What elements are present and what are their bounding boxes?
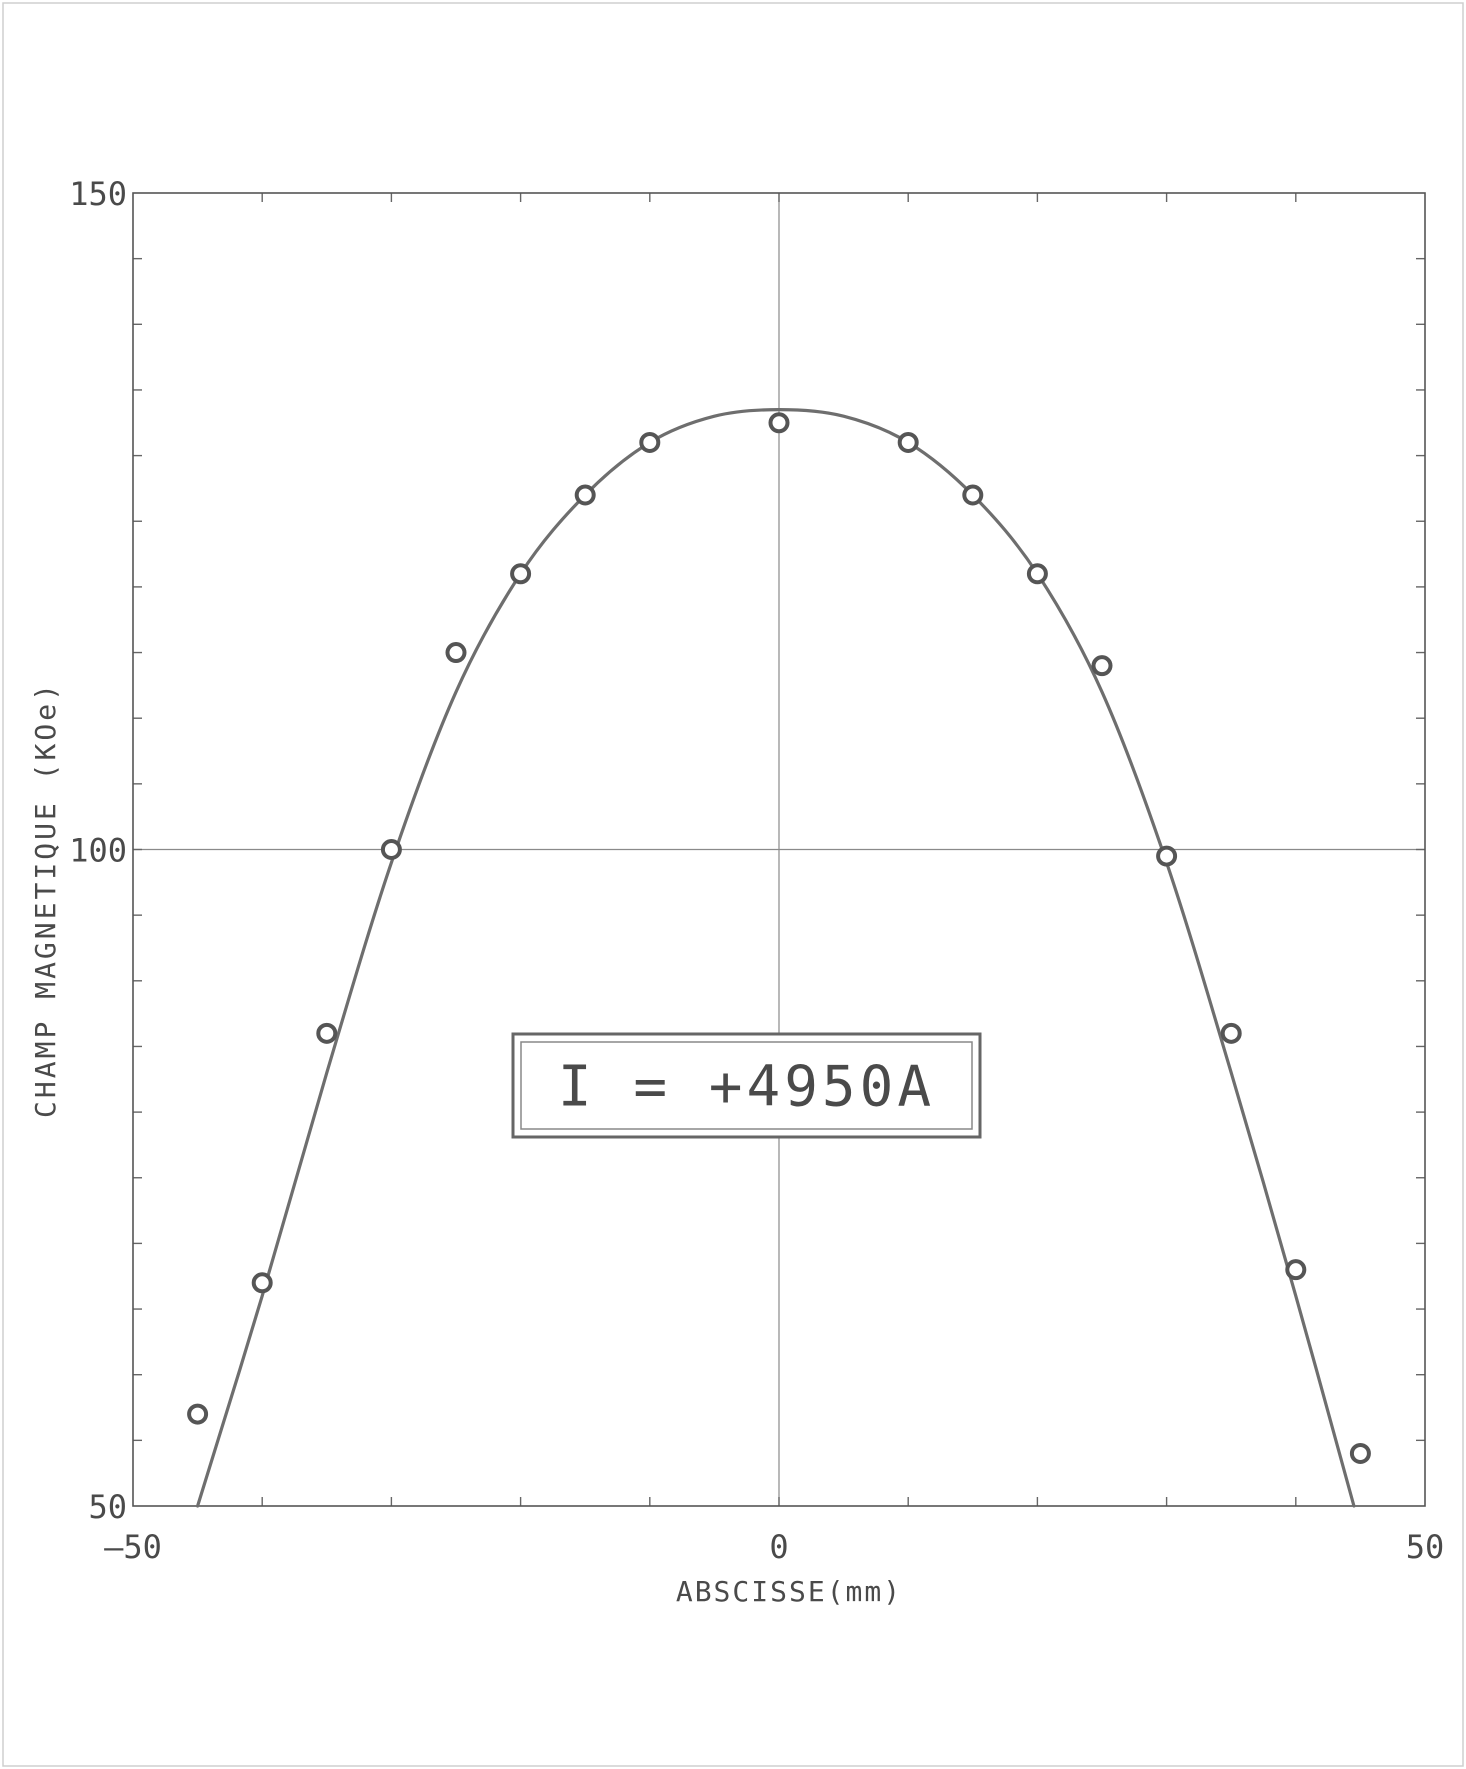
data-point xyxy=(187,1403,209,1425)
axis-ticks xyxy=(133,193,1425,1506)
data-point xyxy=(1091,655,1113,677)
y-tick-label: 100 xyxy=(69,832,127,870)
data-point xyxy=(897,431,919,453)
data-point xyxy=(768,412,790,434)
data-point xyxy=(1156,845,1178,867)
data-point xyxy=(251,1272,273,1294)
y-tick-label: 150 xyxy=(69,175,127,213)
y-tick-labels: 50 100 150 xyxy=(69,175,127,1526)
data-point xyxy=(445,642,467,664)
data-points xyxy=(187,412,1371,1464)
data-point xyxy=(962,484,984,506)
data-point xyxy=(1349,1442,1371,1464)
x-tick-label: 0 xyxy=(769,1528,788,1566)
x-tick-labels: –50 0 50 xyxy=(104,1528,1444,1566)
data-point xyxy=(639,431,661,453)
x-tick-label: 50 xyxy=(1406,1528,1445,1566)
annotation-box: I = +4950A xyxy=(511,1032,982,1139)
y-tick-label: 50 xyxy=(88,1488,127,1526)
data-point xyxy=(1285,1259,1307,1281)
fit-curve-line xyxy=(196,408,1356,1508)
x-axis-label: ABSCISSE(mm) xyxy=(676,1575,902,1608)
annotation-frame-inner xyxy=(520,1041,973,1130)
data-point xyxy=(574,484,596,506)
data-point xyxy=(316,1022,338,1044)
data-point xyxy=(510,563,532,585)
y-axis-label: CHAMP MAGNETIQUE (KOe) xyxy=(29,681,62,1118)
plot-frame xyxy=(132,192,1426,1507)
data-point xyxy=(1220,1022,1242,1044)
fit-curve xyxy=(196,408,1356,1508)
grid-lines xyxy=(133,193,1425,1506)
annotation-frame-outer xyxy=(511,1032,982,1139)
data-point xyxy=(1026,563,1048,585)
x-tick-label: –50 xyxy=(104,1528,162,1566)
annotation-text: I = +4950A xyxy=(558,1055,935,1120)
data-point xyxy=(380,839,402,860)
